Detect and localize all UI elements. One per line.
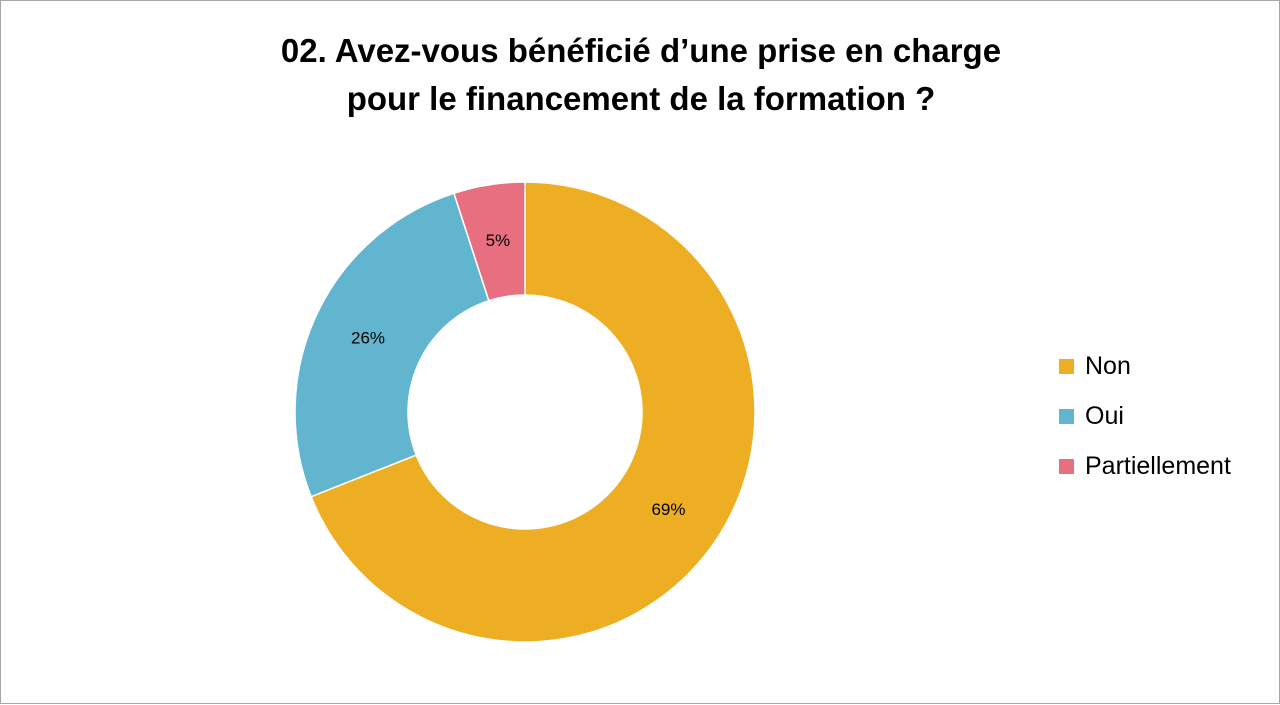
donut-slice-oui (294, 192, 490, 498)
data-labels: 69% 26% 5% (351, 231, 686, 519)
chart-title-line-2: pour le financement de la formation ? (346, 80, 936, 117)
legend-label-partiellement: Partiellement (1085, 451, 1231, 480)
legend-label-oui: Oui (1085, 401, 1124, 430)
data-label-non: 69% (651, 500, 685, 519)
data-label-oui: 26% (351, 329, 385, 348)
legend-swatch-non (1059, 358, 1074, 374)
donut-slices (294, 181, 756, 643)
chart-title-line-1: 02. Avez-vous bénéficié d’une prise en c… (280, 32, 1002, 69)
legend-swatch-partiellement (1059, 458, 1074, 474)
legend-item-non: Non (1059, 341, 1231, 391)
chart-title: 02. Avez-vous bénéficié d’une prise en c… (141, 27, 1141, 123)
legend-swatch-oui (1059, 408, 1074, 424)
donut-slice-partiellement (452, 181, 526, 302)
legend-label-non: Non (1085, 351, 1131, 380)
legend: Non Oui Partiellement (1059, 341, 1231, 491)
legend-item-oui: Oui (1059, 391, 1231, 441)
donut-slice-non (310, 181, 756, 643)
legend-item-partiellement: Partiellement (1059, 441, 1231, 491)
data-label-partiellement: 5% (486, 231, 511, 250)
